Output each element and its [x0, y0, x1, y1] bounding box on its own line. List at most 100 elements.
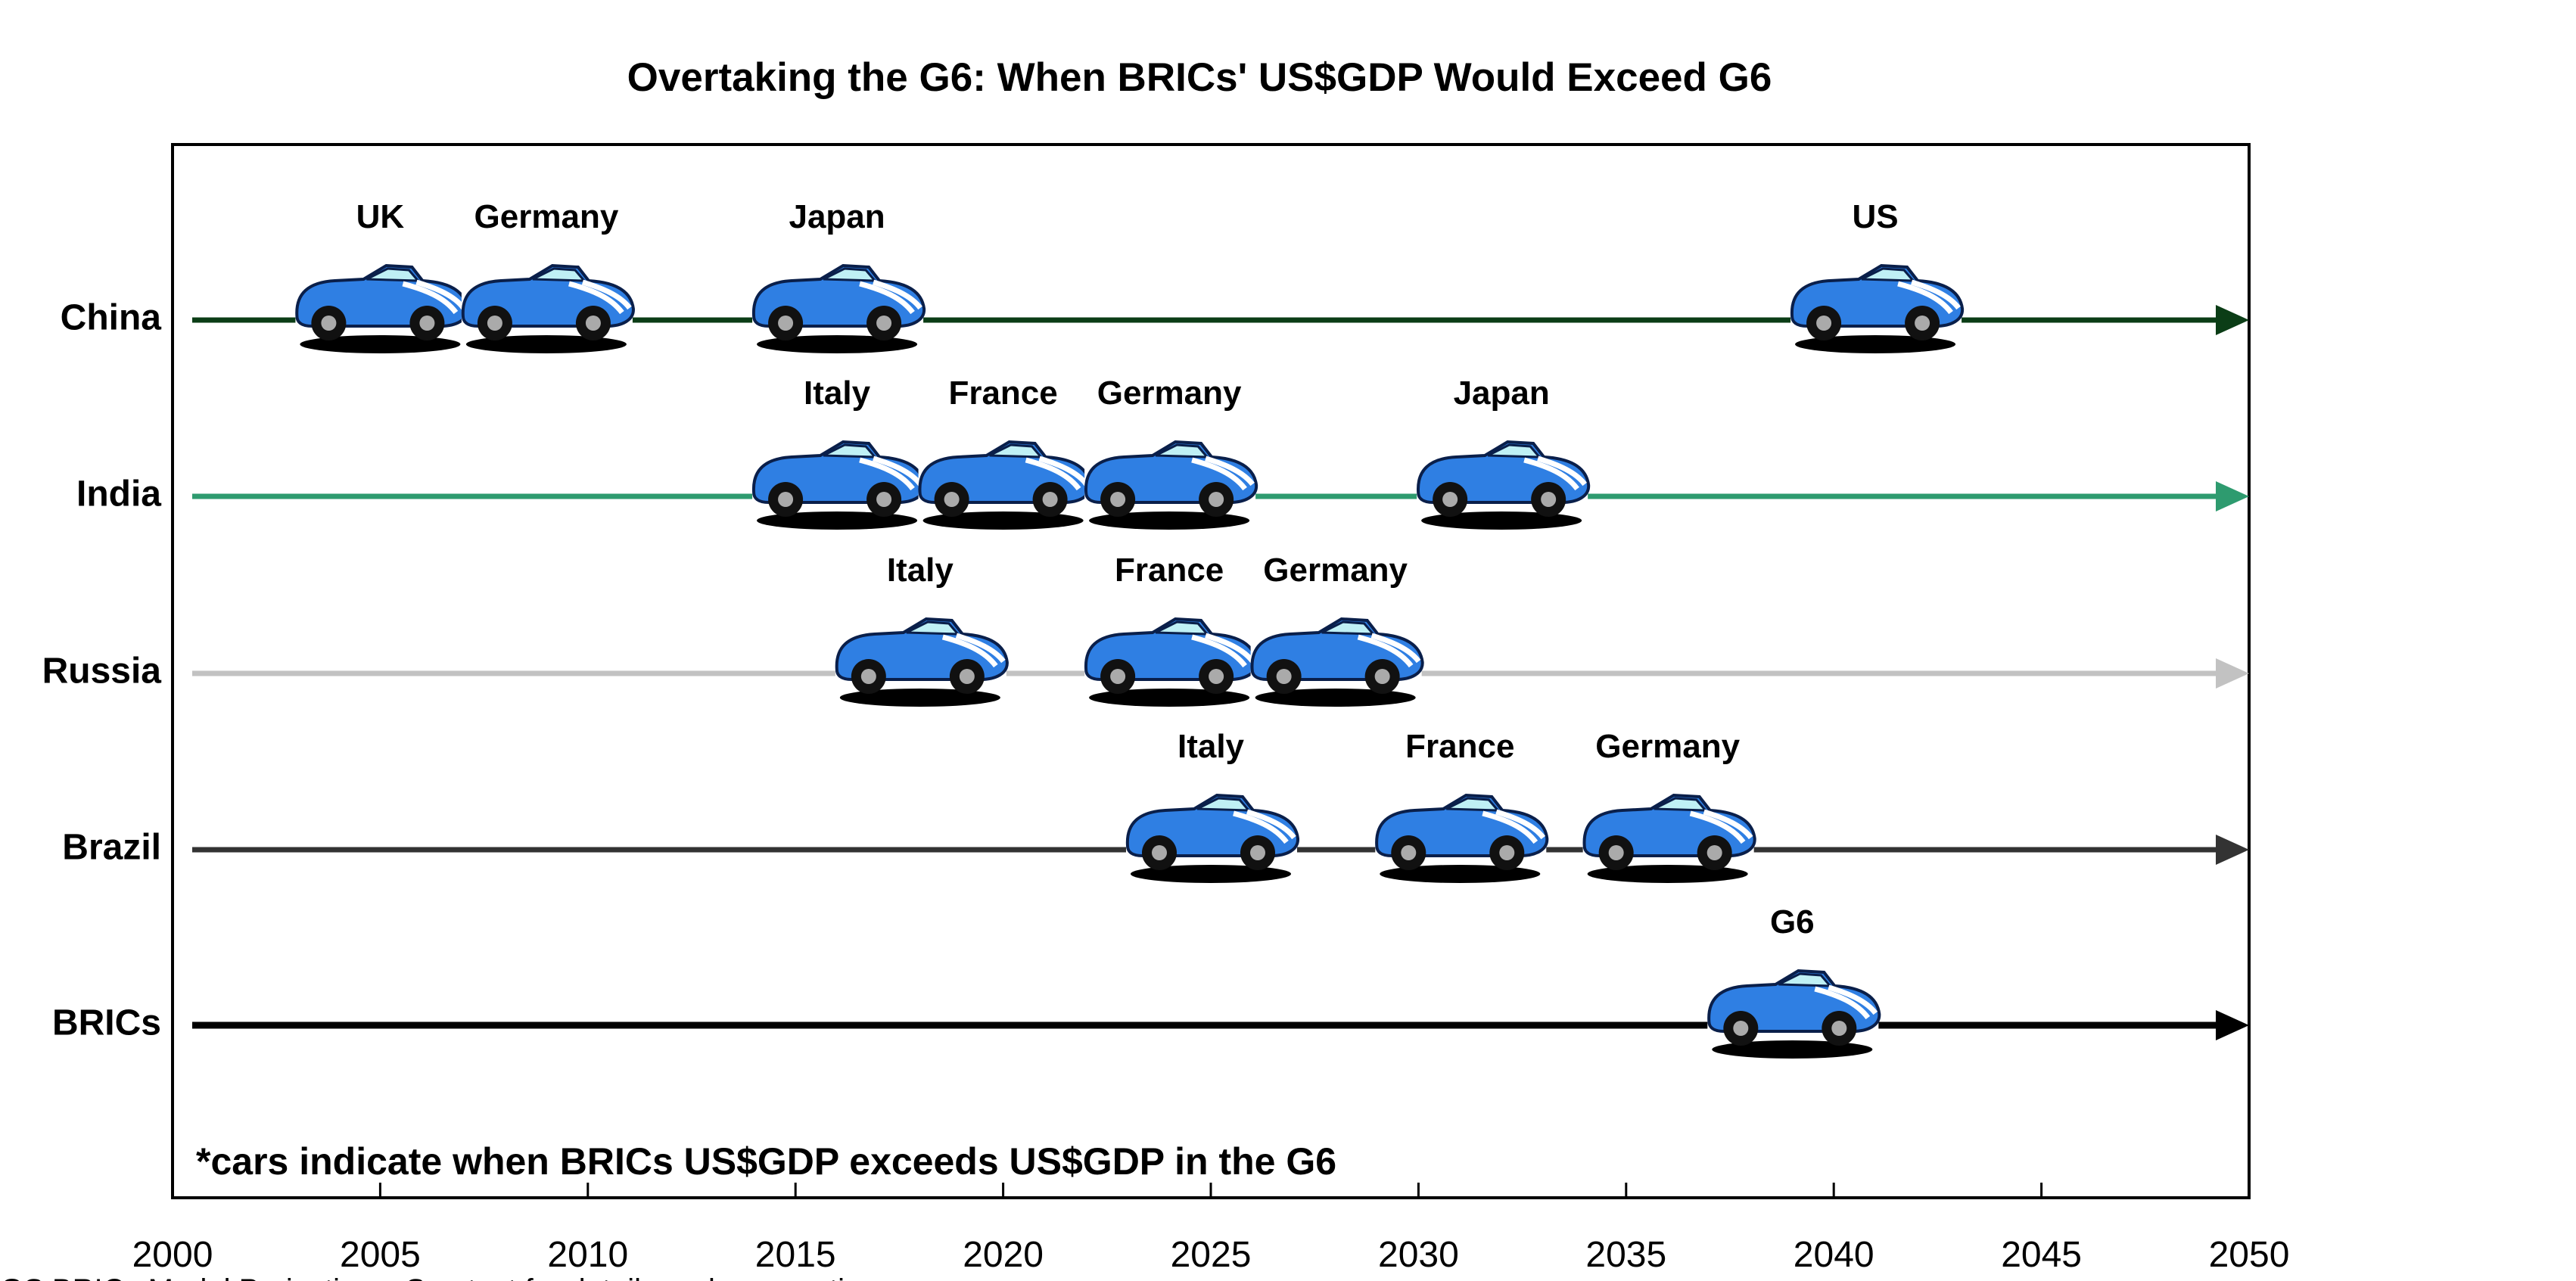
row-label: Russia — [42, 651, 162, 692]
car-stripe — [1025, 457, 1081, 491]
car-hub — [1042, 492, 1058, 507]
car-hub — [1816, 316, 1832, 331]
car-stripe — [402, 281, 459, 315]
car-stripe — [1233, 810, 1289, 844]
x-tick-label: 2045 — [2001, 1235, 2082, 1275]
car-stripe — [581, 279, 632, 310]
event-label: Japan — [1454, 375, 1550, 412]
car-stripe — [1689, 810, 1746, 844]
car-marker — [1790, 260, 1965, 353]
car-windshield — [1196, 797, 1252, 812]
car-shadow — [1255, 689, 1416, 707]
car-hub — [1915, 316, 1930, 331]
source: GS BRICs Model Projections. See text for… — [0, 1273, 902, 1281]
car-hub — [1608, 845, 1624, 860]
car-stripe — [415, 279, 466, 310]
car-shadow — [1587, 865, 1748, 883]
car-hub — [585, 316, 601, 331]
car-hub — [1499, 845, 1515, 860]
car-windshield — [906, 620, 961, 636]
car-stripe — [1205, 456, 1255, 487]
car-marker — [1375, 789, 1549, 883]
event-label: Italy — [1178, 728, 1245, 765]
car-hub — [1209, 492, 1224, 507]
car-hub — [1541, 492, 1557, 507]
row-arrow — [2216, 305, 2249, 335]
car-marker — [1084, 436, 1258, 530]
x-tick-label: 2050 — [2209, 1235, 2290, 1275]
car-hub — [1276, 669, 1292, 684]
car-stripe — [1537, 456, 1587, 487]
car-windshield — [1861, 267, 1916, 282]
car-hub — [778, 316, 794, 331]
event-label: France — [948, 375, 1057, 412]
car-stripe — [1191, 634, 1247, 668]
car-stripe — [941, 634, 998, 668]
car-stripe — [1523, 457, 1579, 491]
car-marker — [835, 613, 1009, 707]
event-label: UK — [356, 198, 405, 235]
car-hub — [860, 669, 876, 684]
car-windshield — [1155, 620, 1210, 636]
event-label: Germany — [1263, 552, 1408, 589]
car-hub — [876, 492, 892, 507]
event-label: US — [1853, 198, 1899, 235]
car-marker — [1582, 789, 1756, 883]
x-tick-label: 2000 — [132, 1235, 213, 1275]
car-marker — [1125, 789, 1299, 883]
chart-title: Overtaking the G6: When BRICs' US$GDP Wo… — [627, 55, 1772, 100]
car-stripe — [1038, 456, 1089, 487]
car-shadow — [757, 511, 918, 530]
x-tick-label: 2020 — [963, 1235, 1044, 1275]
car-stripe — [1703, 809, 1753, 840]
car-windshield — [532, 267, 587, 282]
car-marker — [295, 260, 469, 353]
car-shadow — [1089, 511, 1250, 530]
car-marker — [752, 260, 926, 353]
event-label: G6 — [1770, 903, 1815, 941]
car-hub — [1110, 492, 1126, 507]
car-shadow — [757, 335, 918, 353]
annotation: *cars indicate when BRICs US$GDP exceeds… — [196, 1140, 1336, 1183]
car-stripe — [568, 281, 624, 315]
car-hub — [487, 316, 502, 331]
car-windshield — [1778, 972, 1833, 987]
car-windshield — [823, 443, 878, 459]
car-shadow — [1795, 335, 1956, 353]
car-stripe — [1482, 810, 1538, 844]
car-stripe — [1495, 809, 1546, 840]
row-arrow — [2216, 481, 2249, 511]
car-windshield — [1155, 443, 1210, 459]
x-tick-label: 2040 — [1794, 1235, 1874, 1275]
row-arrow — [2216, 658, 2249, 689]
car-stripe — [1205, 633, 1255, 664]
car-stripe — [1911, 279, 1961, 310]
car-stripe — [873, 279, 922, 310]
car-hub — [1706, 845, 1722, 860]
car-hub — [321, 316, 337, 331]
car-shadow — [1421, 511, 1582, 530]
car-hub — [1152, 845, 1167, 860]
event-label: France — [1115, 552, 1224, 589]
event-label: Italy — [887, 552, 954, 589]
car-shadow — [1089, 689, 1250, 707]
car-shadow — [1712, 1040, 1873, 1059]
car-marker — [1250, 613, 1424, 707]
car-shadow — [1380, 865, 1541, 883]
car-windshield — [1321, 620, 1376, 636]
car-hub — [1209, 669, 1224, 684]
car-windshield — [366, 267, 421, 282]
x-tick-label: 2025 — [1171, 1235, 1252, 1275]
event-label: Germany — [1595, 728, 1740, 765]
x-tick-label: 2015 — [755, 1235, 836, 1275]
event-label: France — [1405, 728, 1514, 765]
car-hub — [419, 316, 435, 331]
car-shadow — [465, 335, 627, 353]
car-hub — [959, 669, 975, 684]
x-tick-label: 2030 — [1378, 1235, 1459, 1275]
row-arrow — [2216, 1010, 2249, 1040]
car-hub — [876, 316, 892, 331]
car-hub — [778, 492, 794, 507]
